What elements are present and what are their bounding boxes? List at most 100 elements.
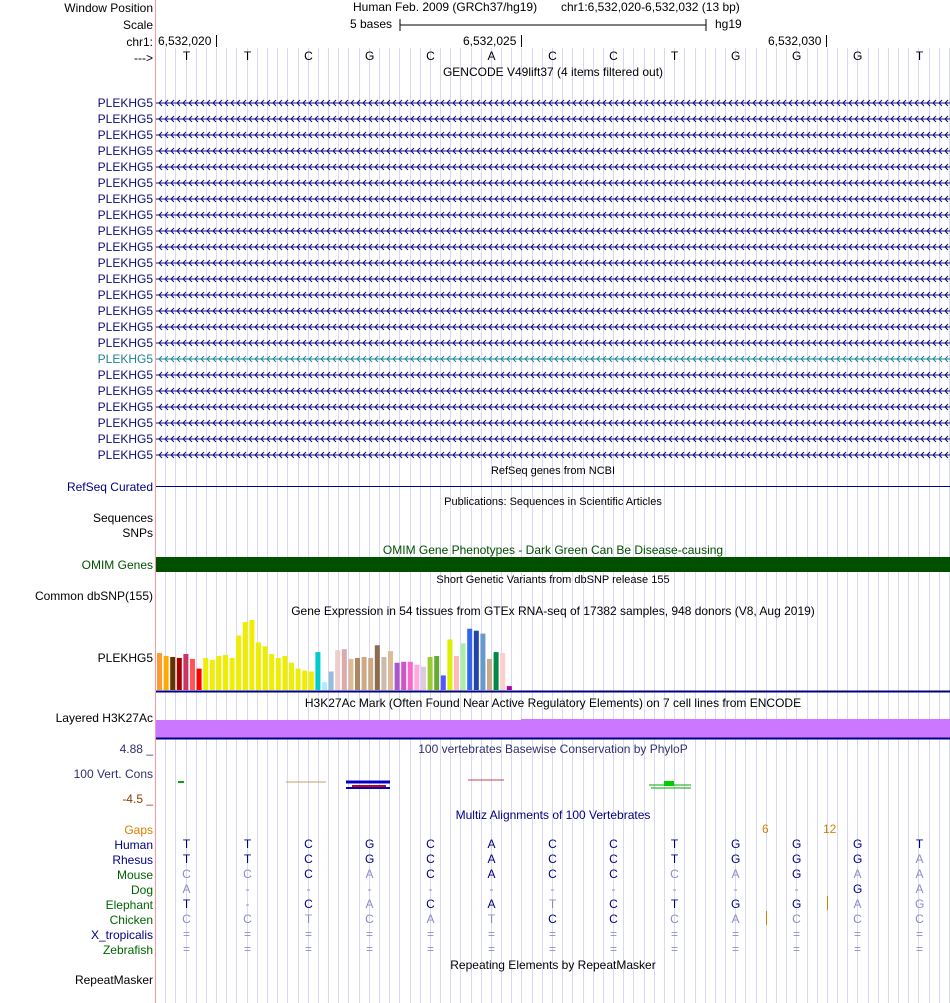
cons-track-title[interactable]: 100 vertebrates Basewise Conservation by… <box>418 742 688 756</box>
gencode-gene-label[interactable]: PLEKHG5 <box>97 240 153 254</box>
gencode-transcript-line[interactable] <box>156 306 950 316</box>
aligned-base: = <box>853 942 861 956</box>
gencode-gene-label[interactable]: PLEKHG5 <box>97 416 153 430</box>
gtex-tissue-bar <box>322 682 327 690</box>
gtex-tissue-bar <box>328 671 334 690</box>
aligned-base: C <box>609 852 618 866</box>
gtex-tissue-bar <box>374 645 380 690</box>
gtex-tissue-bar <box>282 655 288 690</box>
h3k27ac-signal[interactable] <box>156 716 950 741</box>
gencode-transcript-line[interactable] <box>156 226 950 236</box>
gtex-tissue-bar <box>223 655 228 690</box>
publications-label-sequences[interactable]: Sequences <box>92 511 153 525</box>
dbsnp-track-title[interactable]: Short Genetic Variants from dbSNP releas… <box>436 574 670 586</box>
species-label[interactable]: Dog <box>130 883 153 897</box>
aligned-base: = <box>548 927 556 941</box>
gencode-transcript-line[interactable] <box>156 402 950 412</box>
gap-count: 6 <box>762 822 769 836</box>
refseq-track-title[interactable]: RefSeq genes from NCBI <box>490 465 616 477</box>
aligned-base: = <box>365 942 373 956</box>
gencode-transcript-line[interactable] <box>156 178 950 188</box>
gencode-transcript-line[interactable] <box>156 370 950 380</box>
gencode-gene-label[interactable]: PLEKHG5 <box>97 208 153 222</box>
gencode-transcript-line[interactable] <box>156 146 950 156</box>
species-label[interactable]: X_tropicalis <box>90 928 153 942</box>
gencode-transcript-line[interactable] <box>156 418 950 428</box>
gencode-gene-label[interactable]: PLEKHG5 <box>97 304 153 318</box>
omim-gene-bar[interactable] <box>156 557 950 572</box>
gtex-tissue-bar <box>467 628 473 690</box>
refseq-gene-line[interactable] <box>156 486 950 487</box>
gtex-tissue-bar <box>176 657 182 690</box>
reference-base: C <box>609 49 618 63</box>
gtex-track-title[interactable]: Gene Expression in 54 tissues from GTEx … <box>291 604 815 618</box>
gencode-gene-label[interactable]: PLEKHG5 <box>97 384 153 398</box>
species-label[interactable]: Zebrafish <box>102 943 153 957</box>
gencode-transcript-line[interactable] <box>156 98 950 108</box>
gencode-gene-label[interactable]: PLEKHG5 <box>97 224 153 238</box>
gtex-tissue-bar <box>302 670 308 690</box>
gencode-transcript-line[interactable] <box>156 450 950 460</box>
gencode-transcript-line[interactable] <box>156 114 950 124</box>
gencode-gene-label[interactable]: PLEKHG5 <box>97 320 153 334</box>
gencode-gene-label[interactable]: PLEKHG5 <box>97 336 153 350</box>
gencode-transcript-line[interactable] <box>156 338 950 348</box>
gencode-transcript-line[interactable] <box>156 194 950 204</box>
gencode-transcript-line[interactable] <box>156 386 950 396</box>
multiz-track-title[interactable]: Multiz Alignments of 100 Vertebrates <box>455 808 651 822</box>
omim-track-title[interactable]: OMIM Gene Phenotypes - Dark Green Can Be… <box>382 543 724 557</box>
repeatmasker-track-title[interactable]: Repeating Elements by RepeatMasker <box>450 958 656 972</box>
gencode-gene-label[interactable]: PLEKHG5 <box>97 192 153 206</box>
cons-track-label[interactable]: 100 Vert. Cons <box>73 767 153 781</box>
gencode-transcript-line[interactable] <box>156 258 950 268</box>
gencode-gene-label[interactable]: PLEKHG5 <box>97 256 153 270</box>
cons-signal[interactable] <box>156 774 950 794</box>
gtex-tissue-bar <box>203 657 209 690</box>
gencode-gene-label[interactable]: PLEKHG5 <box>97 400 153 414</box>
gencode-gene-label[interactable]: PLEKHG5 <box>97 288 153 302</box>
repeatmasker-track-label[interactable]: RepeatMasker <box>74 973 153 987</box>
gencode-gene-label[interactable]: PLEKHG5 <box>97 96 153 110</box>
gtex-tissue-bar <box>249 620 255 690</box>
gencode-gene-label[interactable]: PLEKHG5 <box>97 448 153 462</box>
species-label[interactable]: Rhesus <box>112 853 153 867</box>
gencode-gene-label[interactable]: PLEKHG5 <box>97 160 153 174</box>
aligned-base: A <box>487 837 496 851</box>
gtex-tissue-bar <box>407 661 413 690</box>
species-label[interactable]: Human <box>114 838 153 852</box>
gtex-track-label[interactable]: PLEKHG5 <box>97 651 153 665</box>
gencode-gene-label[interactable]: PLEKHG5 <box>97 368 153 382</box>
gencode-gene-label[interactable]: PLEKHG5 <box>97 176 153 190</box>
aligned-base: A <box>426 912 435 926</box>
gencode-transcript-line[interactable] <box>156 354 950 364</box>
gencode-transcript-line[interactable] <box>156 434 950 444</box>
gencode-transcript-line[interactable] <box>156 290 950 300</box>
gencode-transcript-line[interactable] <box>156 210 950 220</box>
gencode-transcript-line[interactable] <box>156 162 950 172</box>
h3k27ac-track-title[interactable]: H3K27Ac Mark (Often Found Near Active Re… <box>304 696 802 710</box>
gencode-gene-label[interactable]: PLEKHG5 <box>97 112 153 126</box>
gencode-transcript-line[interactable] <box>156 242 950 252</box>
species-label[interactable]: Mouse <box>116 868 153 882</box>
gencode-gene-label[interactable]: PLEKHG5 <box>97 128 153 142</box>
species-label[interactable]: Chicken <box>109 913 153 927</box>
h3k27ac-track-label[interactable]: Layered H3K27Ac <box>55 711 153 725</box>
gencode-transcript-line[interactable] <box>156 130 950 140</box>
publications-label-snps[interactable]: SNPs <box>122 526 153 540</box>
species-label[interactable]: Elephant <box>105 898 153 912</box>
gencode-gene-label[interactable]: PLEKHG5 <box>97 432 153 446</box>
gencode-track-title[interactable]: GENCODE V49lift37 (4 items filtered out) <box>442 65 664 79</box>
gencode-transcript-line[interactable] <box>156 322 950 332</box>
aligned-base: C <box>853 912 862 926</box>
gencode-transcript-line[interactable] <box>156 274 950 284</box>
aligned-base: C <box>670 912 679 926</box>
gtex-bar-chart[interactable] <box>156 619 950 693</box>
gtex-tissue-bar <box>421 666 426 690</box>
publications-track-title[interactable]: Publications: Sequences in Scientific Ar… <box>444 496 662 508</box>
gencode-gene-label[interactable]: PLEKHG5 <box>97 272 153 286</box>
gencode-gene-label[interactable]: PLEKHG5 <box>97 352 153 366</box>
omim-track-label[interactable]: OMIM Genes <box>81 558 153 572</box>
dbsnp-track-label[interactable]: Common dbSNP(155) <box>34 589 153 603</box>
gencode-gene-label[interactable]: PLEKHG5 <box>97 144 153 158</box>
refseq-track-label[interactable]: RefSeq Curated <box>66 480 153 494</box>
